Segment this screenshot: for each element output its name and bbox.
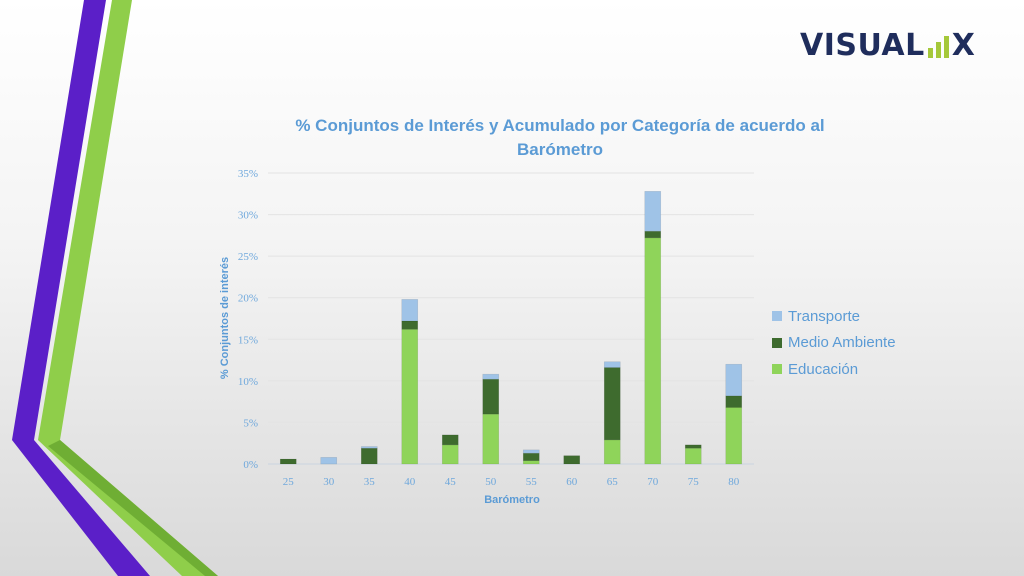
bar-medio-ambiente-35 bbox=[360, 447, 378, 465]
y-tick-label: 25% bbox=[238, 251, 258, 263]
x-tick-label: 50 bbox=[485, 476, 497, 488]
legend-item: Educación bbox=[772, 356, 896, 383]
bar-educacion-40 bbox=[401, 329, 419, 465]
bar-medio-ambiente-65 bbox=[603, 367, 621, 441]
gridlines bbox=[268, 172, 754, 465]
x-tick-label: 80 bbox=[728, 476, 740, 488]
bar-medio-ambiente-55 bbox=[522, 452, 540, 461]
bar-transporte-70 bbox=[644, 190, 662, 232]
legend-item: Transporte bbox=[772, 303, 896, 330]
logo-text-prefix: VISUAL bbox=[800, 28, 925, 63]
bar-transporte-65 bbox=[603, 361, 621, 368]
y-tick-label: 0% bbox=[243, 459, 258, 471]
y-tick-label: 35% bbox=[238, 168, 258, 180]
bar-transporte-40 bbox=[401, 299, 419, 322]
bar-educacion-75 bbox=[684, 447, 702, 465]
bar-educacion-80 bbox=[725, 407, 743, 465]
x-tick-label: 45 bbox=[445, 476, 457, 488]
x-tick-label: 75 bbox=[688, 476, 700, 488]
x-tick-label: 25 bbox=[283, 476, 295, 488]
logo-text-suffix: X bbox=[951, 28, 976, 63]
bar-medio-ambiente-75 bbox=[684, 444, 702, 449]
visualmx-logo: VISUAL X bbox=[800, 28, 975, 64]
x-tick-label: 65 bbox=[607, 476, 619, 488]
green-stripe bbox=[38, 0, 218, 576]
chart-title: % Conjuntos de Interés y Acumulado por C… bbox=[295, 116, 825, 159]
green-stripe-shadow bbox=[48, 440, 218, 576]
x-tick-label: 30 bbox=[323, 476, 335, 488]
x-tick-label: 60 bbox=[566, 476, 578, 488]
legend-label: Medio Ambiente bbox=[788, 334, 896, 352]
bar-educacion-50 bbox=[482, 413, 500, 465]
x-tick-label: 55 bbox=[526, 476, 538, 488]
legend-label: Educación bbox=[788, 360, 859, 378]
y-tick-label: 10% bbox=[238, 376, 258, 388]
legend-swatch bbox=[772, 364, 782, 375]
x-tick-label: 35 bbox=[364, 476, 376, 488]
logo-bars-icon bbox=[927, 34, 949, 58]
purple-stripe bbox=[12, 0, 150, 576]
bar-transporte-50 bbox=[482, 373, 500, 380]
tick-labels: 0% 5% 10% 15% 20% 25% 30% 35% 25 30 35 40 45 50 55 60 65… bbox=[238, 168, 740, 488]
bar-educacion-45 bbox=[441, 444, 459, 465]
bars bbox=[279, 190, 743, 465]
bar-medio-ambiente-60 bbox=[563, 455, 581, 465]
bar-medio-ambiente-70 bbox=[644, 230, 662, 239]
bar-medio-ambiente-40 bbox=[401, 320, 419, 330]
bar-transporte-30 bbox=[320, 457, 338, 465]
bar-transporte-55 bbox=[522, 449, 540, 454]
y-axis-title: % Conjuntos de interés bbox=[219, 257, 231, 379]
y-tick-label: 30% bbox=[238, 210, 258, 222]
y-tick-label: 5% bbox=[243, 417, 258, 429]
bar-medio-ambiente-45 bbox=[441, 434, 459, 446]
bar-transporte-80 bbox=[725, 363, 743, 397]
legend-swatch bbox=[772, 337, 782, 348]
chart-legend: Transporte Medio Ambiente Educación bbox=[772, 303, 896, 383]
y-tick-label: 20% bbox=[238, 293, 258, 305]
bar-educacion-55 bbox=[522, 460, 540, 465]
bar-medio-ambiente-25 bbox=[279, 458, 297, 465]
bar-medio-ambiente-80 bbox=[725, 395, 743, 408]
x-tick-label: 40 bbox=[404, 476, 416, 488]
bar-educacion-65 bbox=[603, 439, 621, 465]
bar-educacion-70 bbox=[644, 237, 662, 465]
legend-swatch bbox=[772, 311, 782, 322]
x-axis-title: Barómetro bbox=[484, 494, 540, 506]
legend-item: Medio Ambiente bbox=[772, 330, 896, 357]
legend-label: Transporte bbox=[788, 307, 860, 325]
x-tick-label: 70 bbox=[647, 476, 659, 488]
bar-medio-ambiente-50 bbox=[482, 378, 500, 415]
y-tick-label: 15% bbox=[238, 334, 258, 346]
bar-transporte-35 bbox=[360, 446, 378, 449]
